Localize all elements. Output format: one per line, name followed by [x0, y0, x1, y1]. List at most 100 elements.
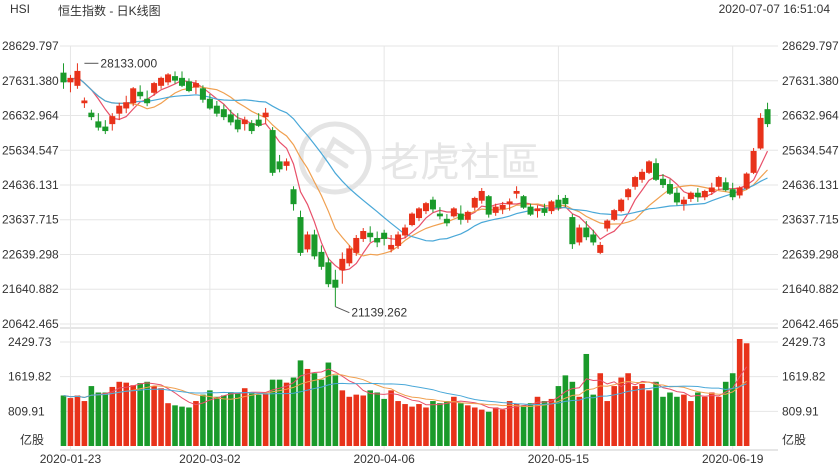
candle-body: [304, 234, 311, 250]
volume-bar: [513, 404, 520, 446]
volume-bar: [499, 409, 506, 446]
candle-body: [673, 192, 680, 203]
volume-bar: [451, 396, 457, 446]
candle-body: [102, 126, 109, 132]
volume-bar: [353, 394, 360, 446]
candle-body: [569, 217, 576, 245]
symbol-label: HSI: [10, 2, 31, 16]
volume-bar: [325, 362, 332, 446]
candle-body: [436, 213, 443, 217]
volume-bar: [332, 375, 339, 446]
candle-body: [687, 192, 694, 199]
candle-body: [625, 189, 632, 198]
candle-body: [381, 232, 388, 239]
candles: [60, 63, 771, 307]
volume-bar: [339, 390, 346, 446]
candle-body: [374, 237, 381, 243]
candle-body: [680, 199, 687, 205]
volume-ma10-line: [63, 373, 747, 407]
candle-body: [555, 199, 562, 208]
volume-bar: [144, 381, 150, 446]
price-tick-label-right: 25634.547: [782, 143, 839, 157]
volume-bar: [74, 395, 81, 446]
volume-bar: [541, 401, 548, 446]
candle-body: [220, 109, 227, 118]
volume-bar: [297, 360, 304, 446]
candle-body: [151, 83, 158, 93]
candle-body: [527, 206, 534, 215]
candle-body: [311, 234, 318, 257]
volume-ma5-line: [63, 366, 748, 410]
volume-bar: [318, 379, 325, 446]
volume-bar: [506, 401, 513, 446]
volume-bar: [667, 392, 673, 446]
volume-bar: [248, 393, 255, 446]
volume-bar: [590, 394, 597, 446]
timestamp: 2020-07-07 16:51:04: [718, 2, 830, 16]
volume-bar: [653, 381, 659, 446]
volume-bar: [381, 398, 387, 446]
candle-body: [478, 190, 485, 201]
volume-bar: [562, 375, 569, 446]
price-tick-label-left: 23637.715: [2, 213, 59, 227]
candle-body: [269, 130, 276, 173]
volume-bar: [604, 401, 611, 446]
low-annotation: 21139.262: [351, 306, 407, 320]
candle-body: [109, 116, 116, 125]
volume-tick-label-left: 809.91: [8, 404, 45, 418]
candle-body: [339, 258, 346, 271]
volume-bar: [660, 396, 666, 446]
volume-bar: [276, 379, 283, 446]
volume-bar: [695, 392, 701, 446]
volume-bar: [632, 386, 638, 446]
candle-body: [178, 77, 185, 86]
candle-body: [757, 117, 764, 149]
volume-bar: [367, 390, 373, 446]
price-tick-label-right: 21640.882: [782, 282, 839, 296]
volume-bar: [409, 406, 415, 446]
price-tick-label-right: 24636.131: [782, 178, 839, 192]
candle-body: [81, 100, 88, 104]
candle-body: [325, 262, 332, 285]
price-tick-label-right: 28629.797: [782, 39, 839, 53]
candle-body: [736, 187, 743, 196]
price-tick-label-right: 27631.380: [782, 74, 839, 88]
candle-body: [95, 121, 102, 128]
volume-bar: [611, 386, 617, 446]
volume-bar: [674, 396, 680, 446]
candle-body: [653, 163, 660, 180]
candle-body: [694, 192, 701, 198]
volume-bar: [722, 381, 729, 446]
volume-bar: [165, 403, 171, 446]
candle-body: [743, 173, 750, 189]
volume-bar: [478, 409, 485, 446]
candle-body: [639, 171, 646, 180]
volume-bar: [200, 394, 206, 446]
candle-body: [290, 189, 297, 205]
candle-body: [144, 98, 151, 104]
candle-body: [185, 81, 192, 92]
price-tick-label-right: 23637.715: [782, 213, 839, 227]
candle-body: [750, 150, 757, 173]
candle-body: [353, 237, 360, 253]
candle-body: [346, 248, 353, 264]
candle-body: [492, 206, 499, 213]
candle-body: [318, 251, 325, 267]
volume-bar: [360, 395, 367, 446]
candle-body: [192, 83, 199, 88]
volume-tick-label-right: 1619.82: [782, 370, 826, 384]
volume-bar: [576, 396, 583, 446]
volume-bar: [388, 390, 394, 446]
volume-bar: [179, 406, 185, 446]
candle-body: [604, 220, 611, 229]
candle-body: [158, 77, 165, 86]
volume-bar: [646, 390, 652, 446]
candle-body: [276, 161, 283, 170]
volume-bar: [234, 392, 241, 446]
volume-bar: [346, 396, 353, 446]
volume-unit-label-right: 亿股: [782, 432, 806, 447]
candle-body: [137, 91, 144, 97]
candle-body: [534, 208, 541, 212]
x-tick-label: 2020-06-19: [702, 452, 764, 466]
